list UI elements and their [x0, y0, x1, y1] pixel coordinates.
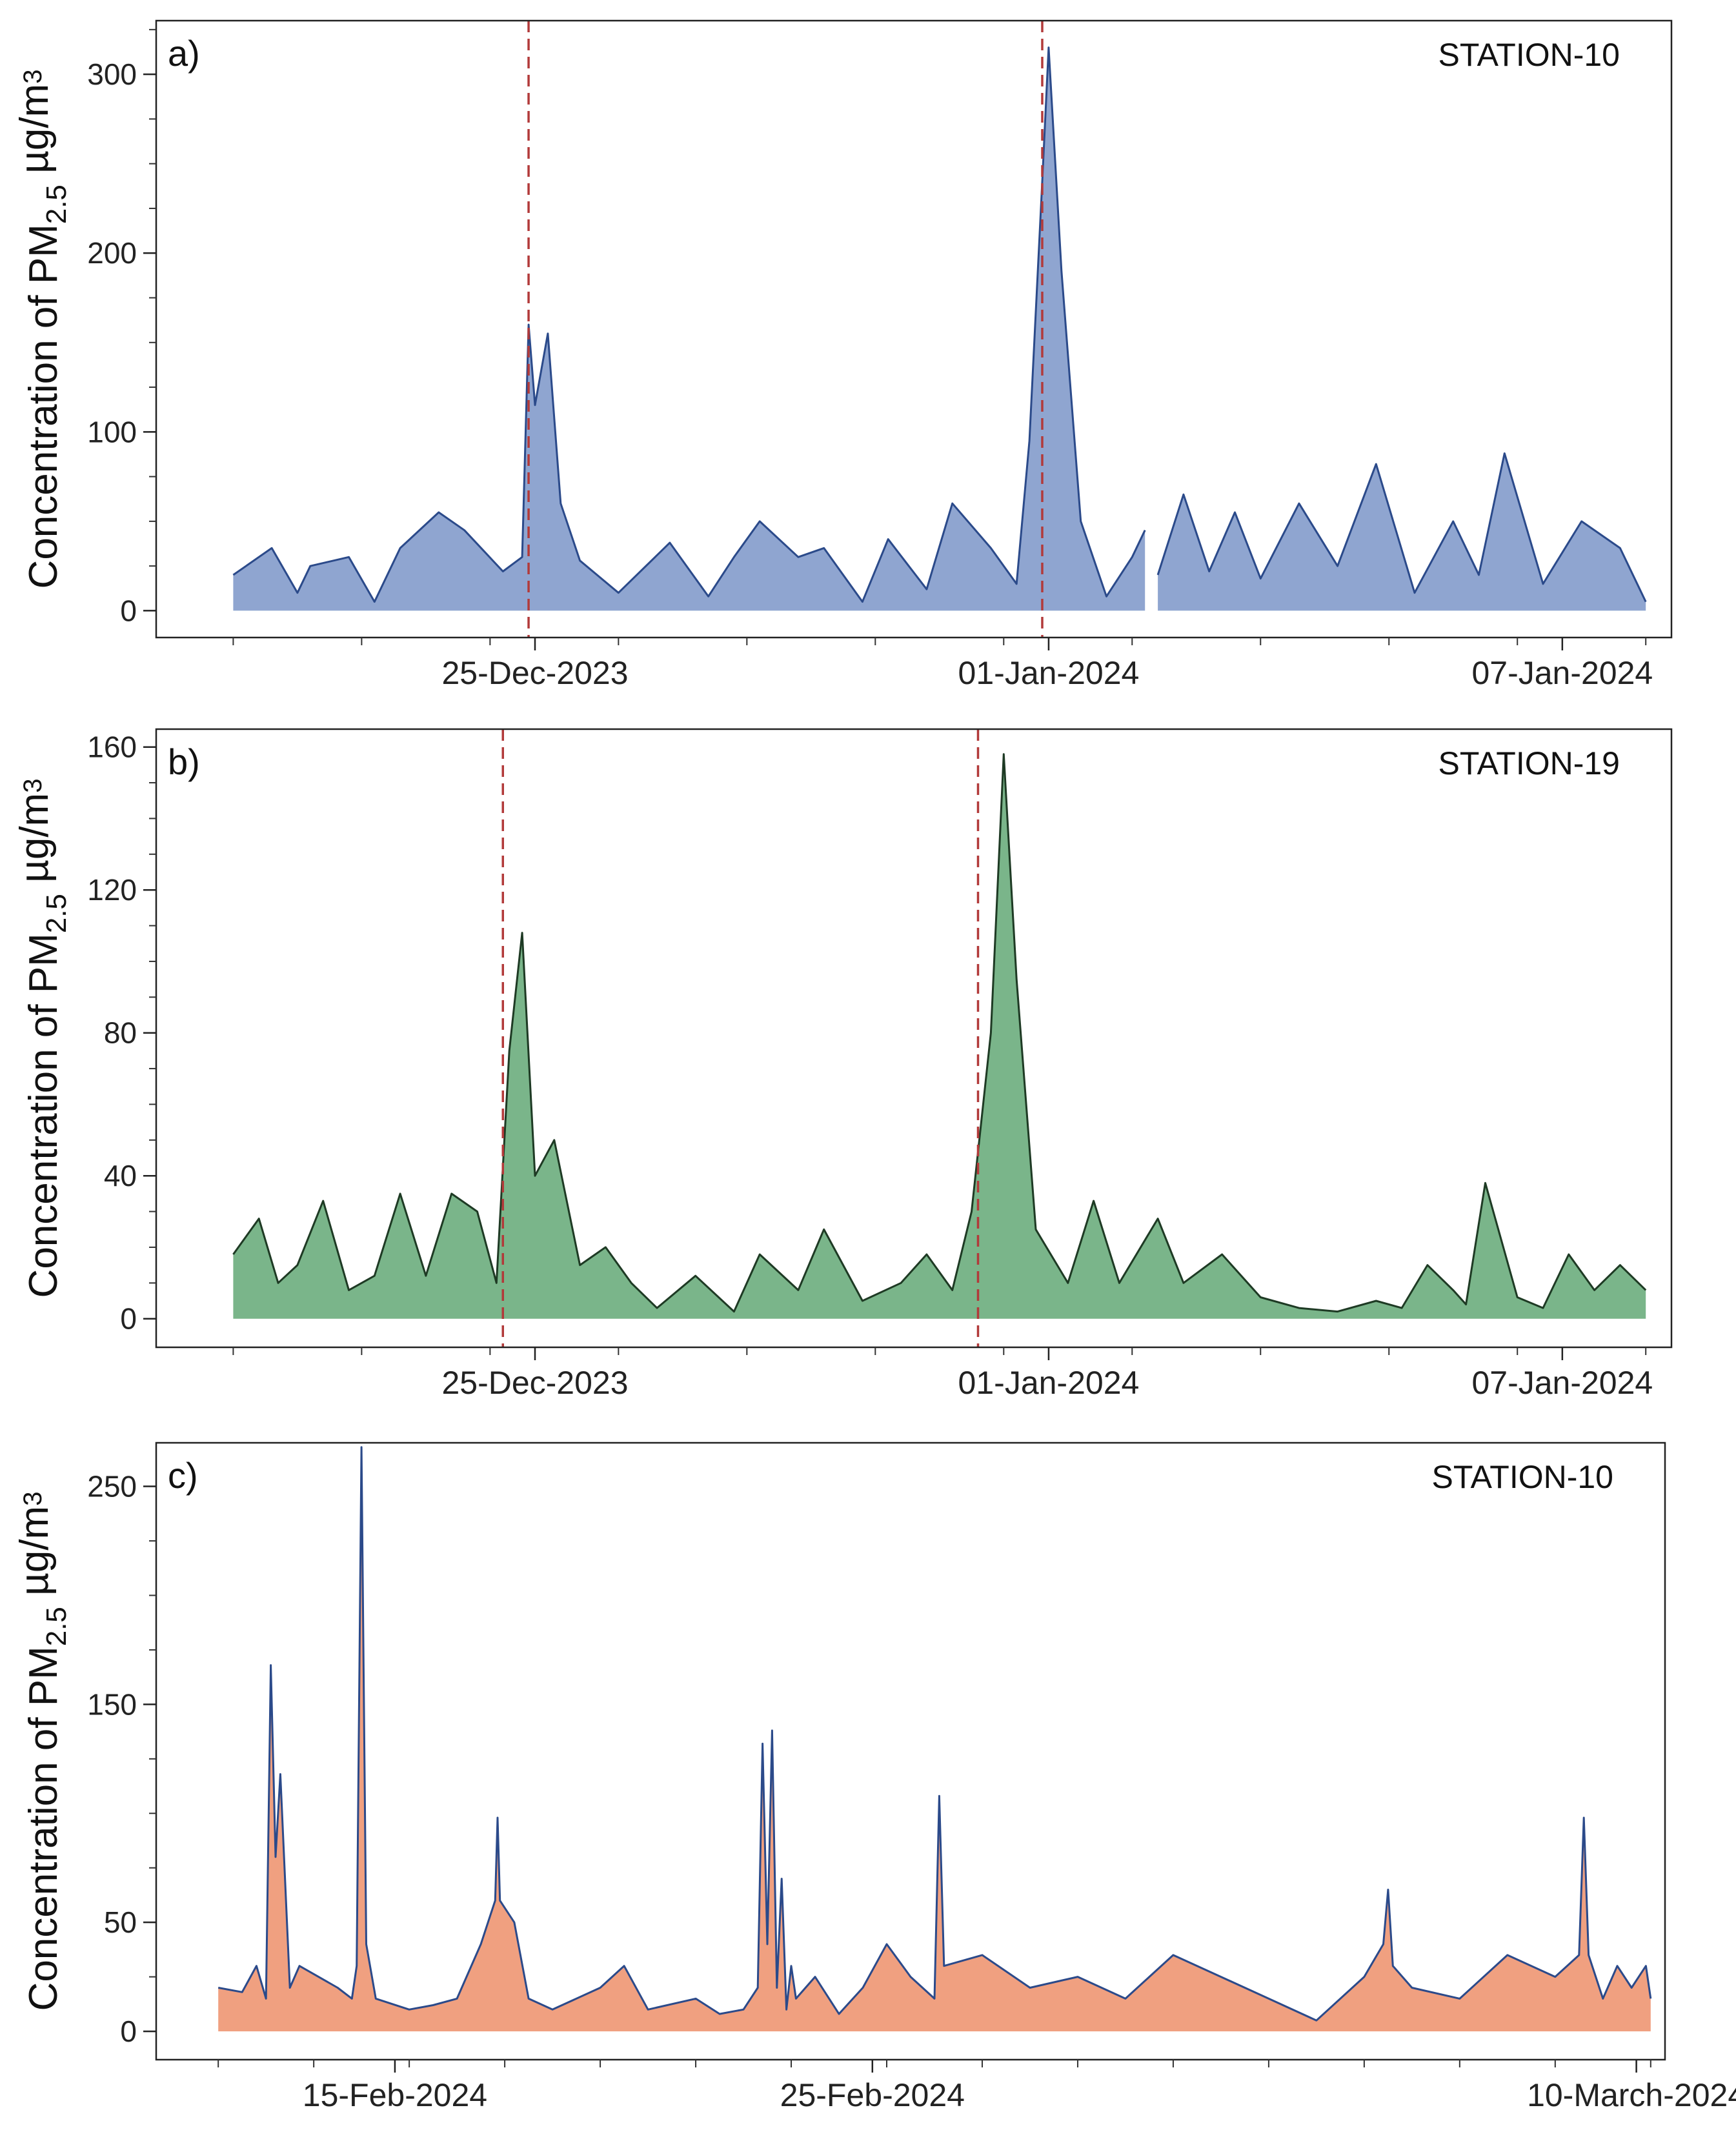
y-tick-label: 0 [120, 594, 137, 627]
panel-label: a) [168, 33, 200, 74]
y-axis-label: Concentration of PM2.5 µg/m3 [12, 779, 72, 1298]
y-tick-label: 0 [120, 2014, 137, 2048]
x-tick-label: 25-Feb-2024 [780, 2077, 965, 2113]
x-tick-label: 25-Dec-2023 [441, 1365, 628, 1401]
chart-panel-3: 0 50 150 250 15-Feb-2024 25-Feb-2024 10-March-… [12, 1442, 1736, 2113]
series-line [217, 1446, 1652, 2022]
y-tick-label: 40 [104, 1159, 137, 1192]
chart-panel-1: 0 100 200 300 25-Dec-2023 01-Jan-2024 07-Jan-2… [12, 19, 1673, 691]
chart-panel-2: 0 40 80 120 160 25-Dec-2023 01-Jan-2024 07-Jan-… [12, 728, 1673, 1401]
y-tick-label: 300 [87, 57, 137, 91]
y-axis-label-part: 2.5 [41, 894, 72, 933]
area-fill [233, 47, 1146, 611]
x-tick-label: 01-Jan-2024 [958, 1365, 1140, 1401]
y-tick-label: 200 [87, 236, 137, 270]
y-axis-label-part: 3 [19, 1492, 47, 1506]
y-axis-label-part: 3 [19, 70, 47, 84]
y-axis-label-part: µg/m [12, 793, 57, 894]
y-axis-label-part: 2.5 [41, 1607, 72, 1646]
panel-label: c) [168, 1455, 198, 1496]
y-axis-label-part: 2.5 [41, 185, 72, 224]
y-axis-label-part: Concentration of PM [21, 1646, 66, 2011]
y-tick-label: 120 [87, 873, 137, 907]
plot-frame [155, 19, 1673, 639]
y-axis-label: Concentration of PM2.5 µg/m3 [12, 1492, 72, 2011]
y-tick-label: 160 [87, 730, 137, 764]
series-line [232, 46, 1146, 603]
y-tick-label: 250 [87, 1470, 137, 1503]
x-tick-label: 25-Dec-2023 [441, 655, 628, 691]
x-tick-label: 15-Feb-2024 [303, 2077, 487, 2113]
series-line [232, 753, 1647, 1313]
y-axis-label-part: µg/m [12, 1506, 57, 1607]
y-axis-label: Concentration of PM2.5 µg/m3 [12, 70, 72, 589]
area-fill [233, 754, 1646, 1319]
x-tick-label: 01-Jan-2024 [958, 655, 1140, 691]
y-axis-label-part: Concentration of PM [21, 933, 66, 1298]
panel-label: b) [168, 741, 200, 782]
area-fill [1158, 453, 1646, 611]
y-axis-label-part: Concentration of PM [21, 224, 66, 588]
station-label: STATION-10 [1438, 37, 1620, 73]
series-line [1156, 452, 1647, 603]
station-label: STATION-19 [1438, 745, 1620, 781]
y-tick-label: 0 [120, 1302, 137, 1336]
area-fill [218, 1447, 1651, 2032]
y-tick-label: 150 [87, 1687, 137, 1721]
x-tick-label: 07-Jan-2024 [1471, 655, 1653, 691]
y-tick-label: 80 [104, 1016, 137, 1050]
plot-frame [155, 1442, 1666, 2061]
y-axis-label-part: µg/m [12, 84, 57, 185]
x-tick-label: 07-Jan-2024 [1471, 1365, 1653, 1401]
plot-frame [155, 728, 1673, 1349]
station-label: STATION-10 [1431, 1459, 1613, 1495]
y-tick-label: 50 [104, 1905, 137, 1939]
y-axis-label-part: 3 [19, 779, 47, 793]
y-tick-label: 100 [87, 415, 137, 448]
x-tick-label: 10-March-2024 [1527, 2077, 1736, 2113]
